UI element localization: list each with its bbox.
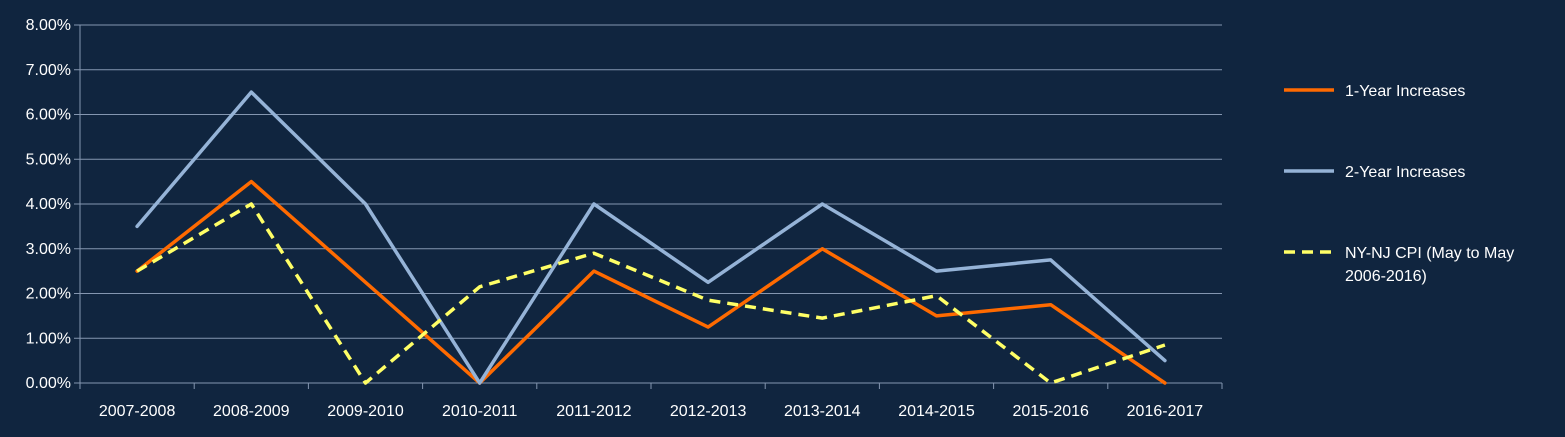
y-tick-label: 6.00% bbox=[26, 107, 71, 124]
series-line-3 bbox=[136, 202, 1166, 385]
x-tick-label: 2014-2015 bbox=[898, 403, 975, 420]
axes bbox=[74, 24, 1223, 389]
gridlines bbox=[80, 24, 1222, 339]
x-tick-label: 2010-2011 bbox=[442, 403, 517, 420]
legend-label-1: 1-Year Increases bbox=[1345, 83, 1465, 100]
series-line-1 bbox=[135, 179, 1167, 385]
legend-label-2: 2-Year Increases bbox=[1345, 164, 1465, 181]
x-tick-label: 2009-2010 bbox=[327, 403, 404, 420]
legend-label-3: NY-NJ CPI (May to May bbox=[1345, 245, 1514, 262]
tick-labels: 0.00% 1.00% 2.00% 3.00% 4.00% 5.00% 6.00% 7.00%… bbox=[26, 17, 1204, 420]
series-line-2 bbox=[135, 90, 1167, 385]
x-tick-label: 2011-2012 bbox=[556, 403, 631, 420]
x-tick-label: 2016-2017 bbox=[1127, 403, 1204, 420]
series-lines bbox=[135, 90, 1167, 385]
y-tick-label: 5.00% bbox=[26, 151, 71, 168]
x-tick-label: 2015-2016 bbox=[1012, 403, 1089, 420]
x-tick-label: 2012-2013 bbox=[670, 403, 747, 420]
y-tick-label: 8.00% bbox=[26, 17, 71, 34]
legend: 1-Year Increases 2-Year Increases NY-NJ CP… bbox=[1284, 83, 1514, 285]
legend-label-3: 2006-2016) bbox=[1345, 268, 1427, 285]
y-tick-label: 4.00% bbox=[26, 196, 71, 213]
y-tick-label: 3.00% bbox=[26, 241, 71, 258]
y-tick-label: 1.00% bbox=[26, 330, 71, 347]
y-tick-label: 2.00% bbox=[26, 286, 71, 303]
y-tick-label: 7.00% bbox=[26, 62, 71, 79]
x-tick-label: 2007-2008 bbox=[99, 403, 176, 420]
y-tick-label: 0.00% bbox=[26, 375, 71, 392]
x-tick-label: 2008-2009 bbox=[213, 403, 290, 420]
x-tick-label: 2013-2014 bbox=[784, 403, 861, 420]
